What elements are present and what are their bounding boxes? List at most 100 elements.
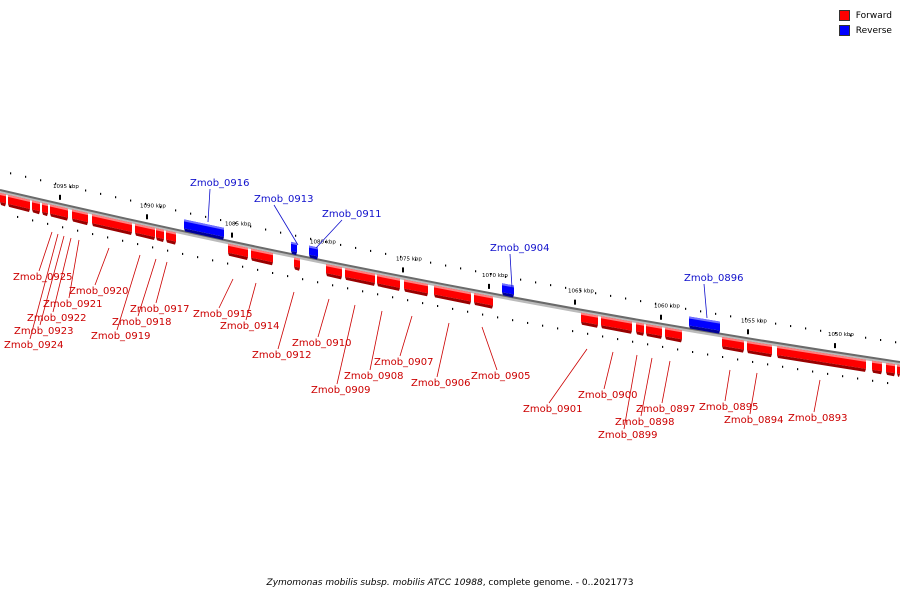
gene-feature <box>665 327 682 343</box>
guide-dot <box>302 278 304 281</box>
gene-shadow <box>8 203 30 212</box>
leader-line <box>39 235 65 326</box>
guide-dot <box>265 228 267 231</box>
gene-body <box>404 279 428 294</box>
gene-feature <box>184 219 224 240</box>
gene-shadow <box>872 369 882 375</box>
gene-shadow <box>309 254 318 260</box>
gene-shadow <box>886 371 895 377</box>
guide-dot <box>482 313 484 316</box>
gene-body <box>897 364 900 374</box>
guide-dot <box>77 229 79 232</box>
gene-shadow <box>434 294 471 305</box>
gene-label-text: Zmob_0916 <box>190 178 250 189</box>
guide-dot <box>460 267 462 270</box>
gene-label-text: Zmob_0908 <box>344 371 404 382</box>
gene-feature <box>581 312 598 328</box>
gene-shadow <box>665 336 682 343</box>
guide-dot <box>790 325 792 328</box>
gene-feature <box>434 285 471 305</box>
gene-label-zmob-0908: Zmob_0908 <box>344 310 404 382</box>
legend: Forward Reverse <box>838 8 892 38</box>
gene-label-text: Zmob_0898 <box>615 417 675 428</box>
guide-dot <box>40 179 42 182</box>
leader-line <box>603 351 614 390</box>
guide-dot <box>280 231 282 234</box>
leader-line <box>315 219 343 249</box>
tick-label: 1095 kbp <box>53 184 79 190</box>
gene-label-text: Zmob_0893 <box>788 413 848 424</box>
gene-highlight <box>747 341 772 348</box>
gene-highlight <box>309 245 318 250</box>
leader-line <box>623 354 638 430</box>
gene-features <box>0 193 900 377</box>
gene-label-zmob-0922: Zmob_0922 <box>27 237 87 324</box>
guide-dot <box>250 225 252 228</box>
gene-label-zmob-0894: Zmob_0894 <box>724 372 784 426</box>
guide-dot <box>880 339 882 342</box>
guide-dot <box>595 292 597 295</box>
gene-label-zmob-0924: Zmob_0924 <box>4 233 64 351</box>
gene-highlight <box>166 230 176 235</box>
leader-line <box>273 204 299 246</box>
gene-label-text: Zmob_0912 <box>252 350 312 361</box>
guide-dot <box>820 329 822 332</box>
leader-line <box>724 369 731 402</box>
gene-highlight <box>601 316 632 324</box>
guide-dot <box>55 182 57 185</box>
gene-label-text: Zmob_0925 <box>13 272 73 283</box>
guide-dot <box>400 255 402 258</box>
gene-highlight <box>345 267 375 276</box>
gene-label-zmob-0913: Zmob_0913 <box>254 194 314 246</box>
guide-dot <box>767 363 769 366</box>
gene-highlight <box>404 279 428 287</box>
gene-feature <box>294 257 300 271</box>
gene-shadow <box>228 252 248 260</box>
guide-dot <box>182 252 184 255</box>
guide-dot <box>100 192 102 195</box>
leader-line <box>38 231 53 272</box>
guide-dot <box>415 258 417 261</box>
genome-backbone <box>0 189 900 363</box>
guide-dot <box>617 338 619 341</box>
gene-shadow <box>72 218 88 226</box>
gene-label-zmob-0907: Zmob_0907 <box>374 315 434 368</box>
guide-dot <box>47 222 49 225</box>
leader-line <box>813 379 821 413</box>
guide-dot <box>212 259 214 262</box>
tick-mark <box>660 314 662 320</box>
gene-label-zmob-0919: Zmob_0919 <box>91 254 151 342</box>
gene-label-text: Zmob_0901 <box>523 404 583 415</box>
gene-feature <box>309 245 318 260</box>
guide-dot <box>377 293 379 296</box>
gene-feature <box>156 228 164 243</box>
legend-forward: Forward <box>838 8 892 23</box>
gene-feature <box>251 248 273 266</box>
guide-dot <box>130 199 132 202</box>
guide-dot <box>737 358 739 361</box>
gene-shadow <box>251 257 273 266</box>
gene-shadow <box>777 354 866 372</box>
tick-mark <box>59 194 61 200</box>
guide-dot <box>760 320 762 323</box>
leader-line <box>218 278 234 309</box>
gene-shadow <box>42 211 48 217</box>
gene-shadow <box>636 331 644 336</box>
gene-label-zmob-0905: Zmob_0905 <box>471 326 531 382</box>
gene-feature <box>722 337 744 353</box>
gene-highlight <box>50 204 68 211</box>
guide-dot <box>370 249 372 252</box>
tick-mark <box>834 343 836 349</box>
tick-label: 1085 kbp <box>225 222 251 228</box>
leader-line <box>369 310 383 371</box>
gene-label-text: Zmob_0894 <box>724 415 784 426</box>
gene-feature <box>474 293 493 309</box>
gene-body <box>377 274 400 288</box>
gene-body <box>8 194 30 209</box>
tick-mark <box>402 267 404 273</box>
guide-dot <box>475 270 477 273</box>
guide-dot <box>137 243 139 246</box>
gene-feature <box>32 200 40 215</box>
gene-shadow <box>156 237 164 243</box>
guide-dot <box>122 239 124 242</box>
